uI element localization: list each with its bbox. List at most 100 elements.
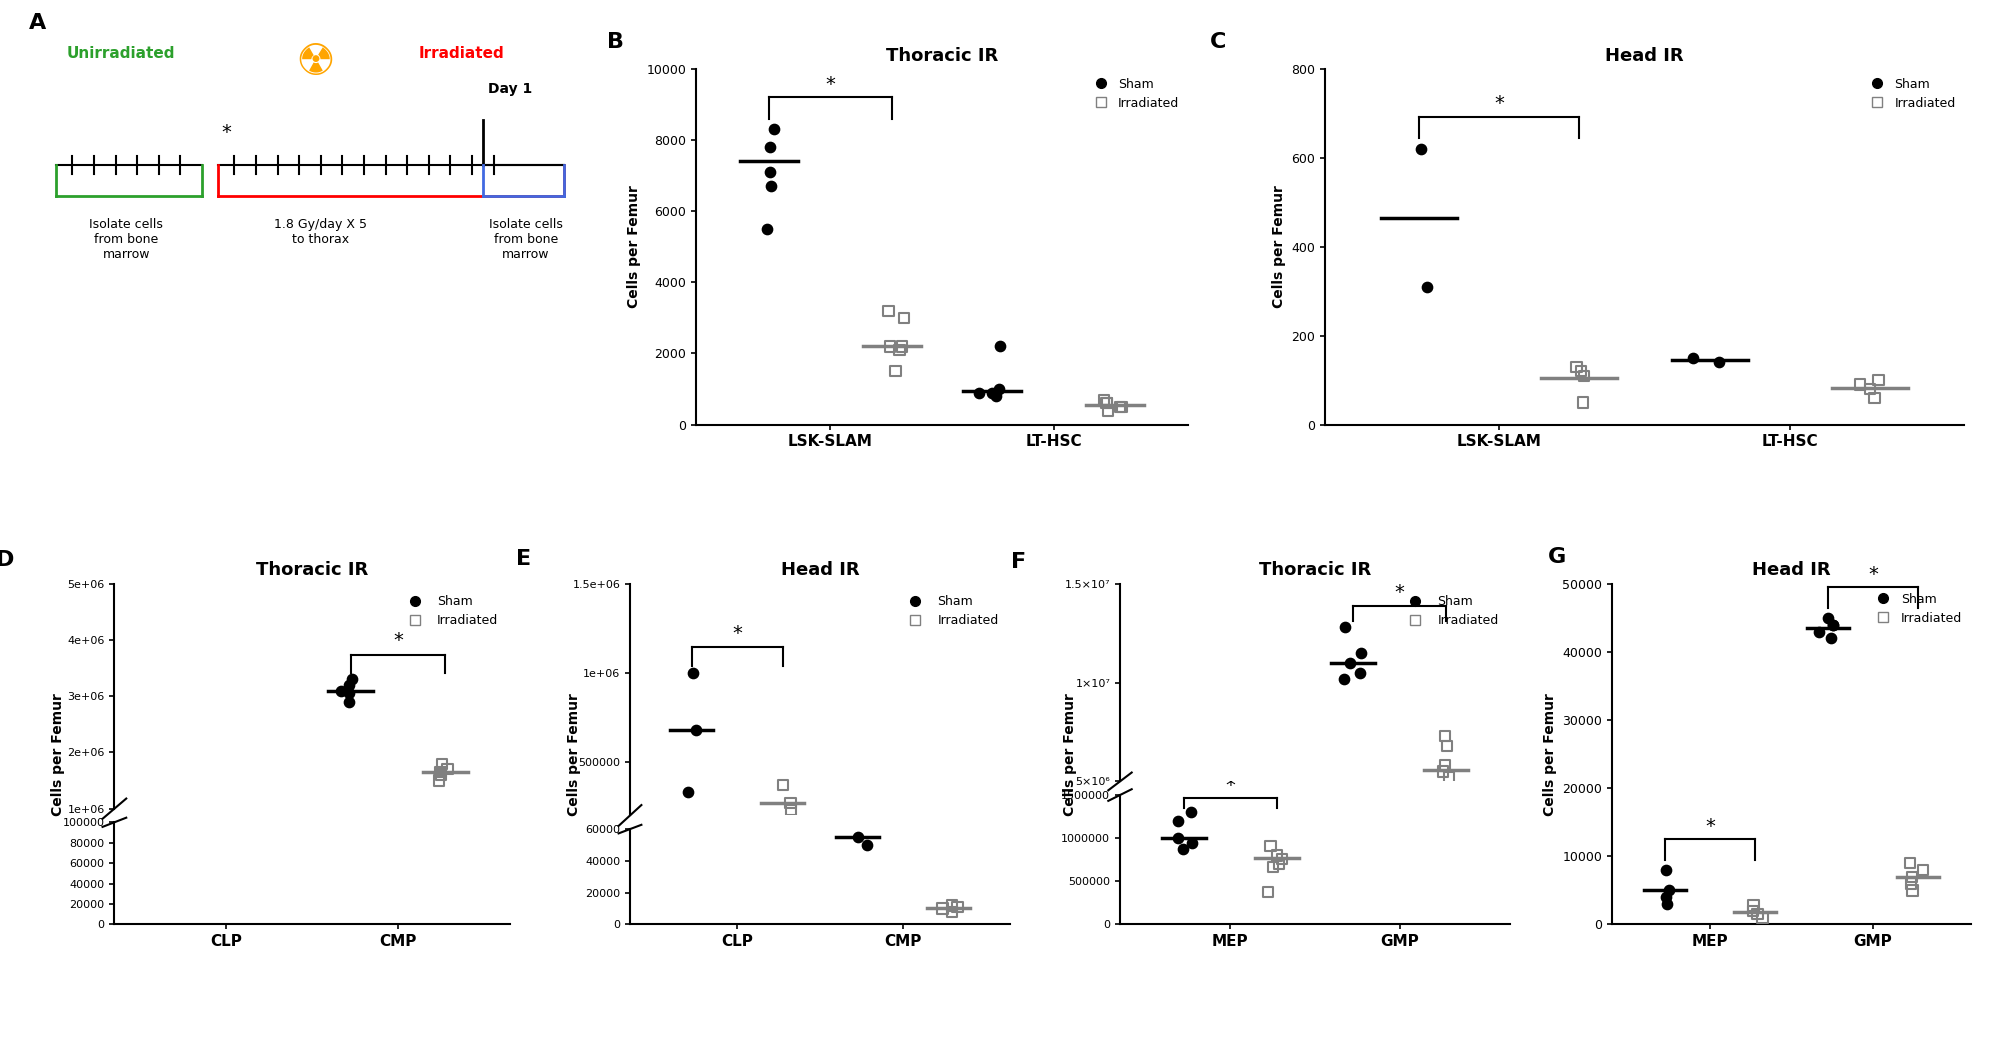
Point <box>1704 354 1736 370</box>
Point <box>1746 909 1778 926</box>
Text: D: D <box>0 550 14 570</box>
Legend: Sham, Irradiated: Sham, Irradiated <box>1868 590 1964 627</box>
Text: *: * <box>1704 817 1714 836</box>
Point <box>880 363 912 380</box>
Text: E: E <box>516 550 532 569</box>
Point <box>980 388 1012 404</box>
Point <box>1344 665 1376 681</box>
Point <box>1652 896 1684 913</box>
Text: A: A <box>30 13 46 33</box>
Point <box>168 252 200 269</box>
Point <box>984 338 1016 355</box>
Point <box>1858 390 1890 407</box>
Point <box>1264 856 1296 872</box>
Point <box>1092 395 1124 412</box>
Point <box>1896 882 1928 899</box>
Point <box>1176 835 1208 851</box>
Point <box>1896 875 1928 892</box>
Text: Cells per Femur: Cells per Femur <box>52 693 66 815</box>
Legend: Sham, Irradiated: Sham, Irradiated <box>1086 75 1182 112</box>
Point <box>774 794 806 811</box>
Point <box>768 777 800 793</box>
Title: Thoracic IR: Thoracic IR <box>886 47 998 64</box>
Point <box>754 139 786 156</box>
Point <box>1334 654 1366 671</box>
Point <box>842 829 874 845</box>
Point <box>1564 363 1596 380</box>
Point <box>964 385 996 401</box>
Point <box>756 178 788 195</box>
Point <box>936 903 968 920</box>
Point <box>1252 884 1284 900</box>
Point <box>1256 859 1288 875</box>
Point <box>1262 847 1294 864</box>
Point <box>1566 394 1598 411</box>
Point <box>1092 402 1124 419</box>
Point <box>334 694 366 710</box>
Point <box>850 813 882 830</box>
Point <box>1432 813 1464 830</box>
Text: *: * <box>826 75 836 93</box>
Point <box>324 682 356 699</box>
Point <box>982 381 1014 397</box>
Text: Isolate cells
from bone
marrow: Isolate cells from bone marrow <box>490 219 562 261</box>
Text: Cells per Femur: Cells per Femur <box>568 693 580 815</box>
Point <box>1844 376 1876 393</box>
Point <box>1560 359 1592 375</box>
Point <box>1106 398 1138 415</box>
Point <box>256 671 288 688</box>
Point <box>676 665 708 681</box>
Point <box>754 164 786 180</box>
Point <box>874 338 906 355</box>
Point <box>432 761 464 778</box>
Point <box>156 149 188 166</box>
Title: Thoracic IR: Thoracic IR <box>1258 561 1372 580</box>
Title: Thoracic IR: Thoracic IR <box>256 561 368 580</box>
Text: Day 1: Day 1 <box>488 82 532 96</box>
Point <box>162 201 194 218</box>
Point <box>1816 616 1848 633</box>
Point <box>936 897 968 914</box>
Point <box>926 900 958 917</box>
Point <box>1162 813 1194 830</box>
Point <box>1090 395 1122 412</box>
Point <box>1818 616 1850 633</box>
Point <box>1650 862 1682 878</box>
Point <box>424 773 456 789</box>
Point <box>884 341 916 358</box>
Point <box>976 385 1008 401</box>
Point <box>1430 728 1462 745</box>
Text: Unirradiated: Unirradiated <box>66 46 176 61</box>
Point <box>1266 850 1298 867</box>
Point <box>1404 141 1436 158</box>
Point <box>1862 372 1894 389</box>
Point <box>336 671 368 688</box>
Point <box>1654 882 1686 899</box>
Point <box>1650 889 1682 905</box>
Legend: Sham, Irradiated: Sham, Irradiated <box>398 590 504 633</box>
Legend: Sham, Irradiated: Sham, Irradiated <box>1862 75 1958 112</box>
Legend: Sham, Irradiated: Sham, Irradiated <box>1398 590 1504 633</box>
Legend: Sham, Irradiated: Sham, Irradiated <box>898 590 1004 633</box>
Point <box>1894 854 1926 871</box>
Point <box>1330 619 1362 636</box>
Point <box>1088 391 1120 408</box>
Point <box>250 661 282 677</box>
Text: *: * <box>222 122 232 142</box>
Text: ☢: ☢ <box>296 40 336 84</box>
Point <box>758 121 790 138</box>
Point <box>672 784 704 801</box>
Title: Head IR: Head IR <box>1606 47 1684 64</box>
Text: *: * <box>1868 565 1878 584</box>
Y-axis label: Cells per Femur: Cells per Femur <box>1542 693 1556 815</box>
Point <box>750 221 782 237</box>
Point <box>158 303 190 319</box>
Point <box>1428 757 1460 774</box>
Point <box>1104 398 1136 415</box>
Point <box>872 303 904 319</box>
Point <box>1854 381 1886 397</box>
Point <box>1346 645 1378 662</box>
Point <box>1738 902 1770 919</box>
Point <box>1162 830 1194 846</box>
Point <box>426 766 458 783</box>
